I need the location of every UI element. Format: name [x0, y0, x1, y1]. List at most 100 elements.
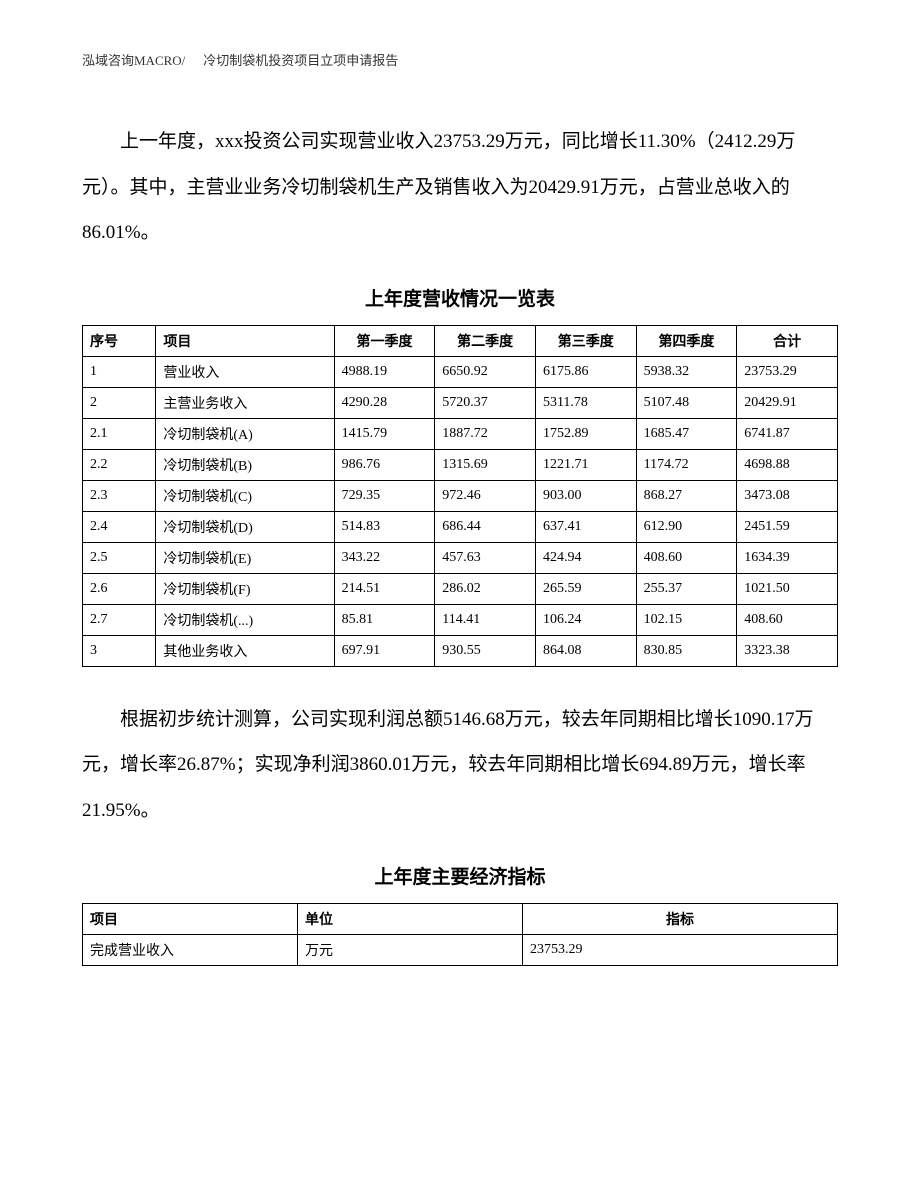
header-title: 冷切制袋机投资项目立项申请报告 [203, 53, 398, 68]
table-cell: 5938.32 [636, 356, 737, 387]
table-cell: 1887.72 [435, 418, 536, 449]
table-cell: 286.02 [435, 573, 536, 604]
table-cell: 23753.29 [523, 934, 838, 965]
table-header-row: 序号 项目 第一季度 第二季度 第三季度 第四季度 合计 [83, 325, 838, 356]
table-cell: 830.85 [636, 635, 737, 666]
table-row: 2.5冷切制袋机(E)343.22457.63424.94408.601634.… [83, 542, 838, 573]
table-row: 1营业收入4988.196650.926175.865938.3223753.2… [83, 356, 838, 387]
table-cell: 6741.87 [737, 418, 838, 449]
table-cell: 冷切制袋机(A) [156, 418, 334, 449]
table-row: 3其他业务收入697.91930.55864.08830.853323.38 [83, 635, 838, 666]
table-cell: 冷切制袋机(...) [156, 604, 334, 635]
table-cell: 2.2 [83, 449, 156, 480]
col-header-project: 项目 [83, 903, 298, 934]
header-company: 泓域咨询MACRO/ [82, 53, 185, 68]
table-cell: 6650.92 [435, 356, 536, 387]
table-cell: 729.35 [334, 480, 435, 511]
table-cell: 3473.08 [737, 480, 838, 511]
table-cell: 1415.79 [334, 418, 435, 449]
table-cell: 106.24 [535, 604, 636, 635]
table-cell: 343.22 [334, 542, 435, 573]
table-row: 2.2冷切制袋机(B)986.761315.691221.711174.7246… [83, 449, 838, 480]
table-row: 2主营业务收入4290.285720.375311.785107.4820429… [83, 387, 838, 418]
table-row: 完成营业收入万元23753.29 [83, 934, 838, 965]
paragraph-2: 根据初步统计测算，公司实现利润总额5146.68万元，较去年同期相比增长1090… [82, 697, 838, 834]
table-cell: 5311.78 [535, 387, 636, 418]
table-cell: 972.46 [435, 480, 536, 511]
table-cell: 冷切制袋机(D) [156, 511, 334, 542]
table-cell: 986.76 [334, 449, 435, 480]
table-cell: 214.51 [334, 573, 435, 604]
table-cell: 903.00 [535, 480, 636, 511]
table-cell: 102.15 [636, 604, 737, 635]
col-header-seq: 序号 [83, 325, 156, 356]
table-cell: 1174.72 [636, 449, 737, 480]
col-header-q1: 第一季度 [334, 325, 435, 356]
table-cell: 2.1 [83, 418, 156, 449]
table-cell: 255.37 [636, 573, 737, 604]
table-cell: 3323.38 [737, 635, 838, 666]
table-cell: 868.27 [636, 480, 737, 511]
table-cell: 85.81 [334, 604, 435, 635]
table-cell: 408.60 [737, 604, 838, 635]
table-cell: 1221.71 [535, 449, 636, 480]
page-header: 泓域咨询MACRO/冷切制袋机投资项目立项申请报告 [82, 50, 838, 69]
table-cell: 1752.89 [535, 418, 636, 449]
table-cell: 2.4 [83, 511, 156, 542]
table-row: 2.3冷切制袋机(C)729.35972.46903.00868.273473.… [83, 480, 838, 511]
table-cell: 完成营业收入 [83, 934, 298, 965]
table-row: 2.4冷切制袋机(D)514.83686.44637.41612.902451.… [83, 511, 838, 542]
col-header-total: 合计 [737, 325, 838, 356]
indicators-table: 项目 单位 指标 完成营业收入万元23753.29 [82, 903, 838, 966]
table-cell: 1634.39 [737, 542, 838, 573]
table-cell: 4988.19 [334, 356, 435, 387]
table-cell: 万元 [298, 934, 523, 965]
revenue-table: 序号 项目 第一季度 第二季度 第三季度 第四季度 合计 1营业收入4988.1… [82, 325, 838, 667]
table-cell: 637.41 [535, 511, 636, 542]
table-cell: 1315.69 [435, 449, 536, 480]
table-cell: 3 [83, 635, 156, 666]
table-cell: 2.3 [83, 480, 156, 511]
table-cell: 514.83 [334, 511, 435, 542]
table-cell: 1 [83, 356, 156, 387]
table-cell: 408.60 [636, 542, 737, 573]
col-header-indicator: 指标 [523, 903, 838, 934]
col-header-q3: 第三季度 [535, 325, 636, 356]
table-cell: 424.94 [535, 542, 636, 573]
table-cell: 2.7 [83, 604, 156, 635]
table2-title: 上年度主要经济指标 [82, 862, 838, 889]
table-cell: 主营业务收入 [156, 387, 334, 418]
table-cell: 4290.28 [334, 387, 435, 418]
table-cell: 697.91 [334, 635, 435, 666]
table-cell: 1685.47 [636, 418, 737, 449]
table-cell: 6175.86 [535, 356, 636, 387]
paragraph-1: 上一年度，xxx投资公司实现营业收入23753.29万元，同比增长11.30%（… [82, 119, 838, 256]
table-cell: 20429.91 [737, 387, 838, 418]
table-cell: 冷切制袋机(B) [156, 449, 334, 480]
col-header-q4: 第四季度 [636, 325, 737, 356]
table-cell: 4698.88 [737, 449, 838, 480]
table-cell: 2.6 [83, 573, 156, 604]
table-cell: 265.59 [535, 573, 636, 604]
table-cell: 1021.50 [737, 573, 838, 604]
table-row: 2.7冷切制袋机(...)85.81114.41106.24102.15408.… [83, 604, 838, 635]
table-cell: 其他业务收入 [156, 635, 334, 666]
table-cell: 2.5 [83, 542, 156, 573]
table-cell: 23753.29 [737, 356, 838, 387]
table-cell: 457.63 [435, 542, 536, 573]
table-row: 2.6冷切制袋机(F)214.51286.02265.59255.371021.… [83, 573, 838, 604]
table-cell: 冷切制袋机(C) [156, 480, 334, 511]
table-cell: 114.41 [435, 604, 536, 635]
table-cell: 冷切制袋机(F) [156, 573, 334, 604]
table-cell: 2451.59 [737, 511, 838, 542]
table-row: 2.1冷切制袋机(A)1415.791887.721752.891685.476… [83, 418, 838, 449]
table-cell: 864.08 [535, 635, 636, 666]
table-cell: 5107.48 [636, 387, 737, 418]
table-cell: 营业收入 [156, 356, 334, 387]
table-cell: 5720.37 [435, 387, 536, 418]
col-header-unit: 单位 [298, 903, 523, 934]
col-header-q2: 第二季度 [435, 325, 536, 356]
table-cell: 686.44 [435, 511, 536, 542]
table-cell: 930.55 [435, 635, 536, 666]
table1-title: 上年度营收情况一览表 [82, 284, 838, 311]
